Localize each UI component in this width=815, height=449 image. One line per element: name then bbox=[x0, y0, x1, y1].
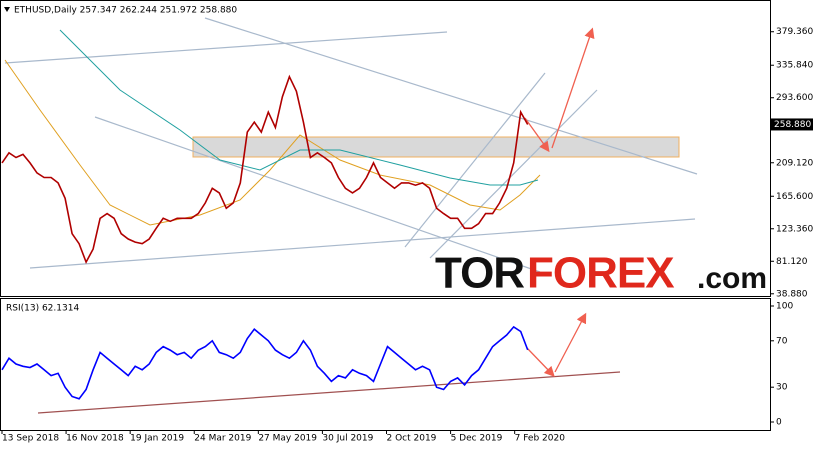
y-tick-label: 123.360 bbox=[776, 224, 813, 234]
x-tick-label: 5 Dec 2019 bbox=[451, 434, 503, 444]
rsi-title: RSI(13) 62.1314 bbox=[6, 304, 79, 314]
x-tick-label: 30 Jul 2019 bbox=[322, 434, 373, 444]
x-tick-label: 2 Oct 2019 bbox=[387, 434, 437, 444]
x-tick-label: 16 Nov 2018 bbox=[66, 434, 124, 444]
watermark: TOR FOREX .com bbox=[435, 249, 767, 298]
x-tick-label: 7 Feb 2020 bbox=[515, 434, 566, 444]
watermark-part: TOR bbox=[435, 249, 524, 298]
y-tick-label: 38.880 bbox=[776, 289, 808, 299]
last-price-box bbox=[771, 118, 813, 131]
trend-line bbox=[429, 89, 598, 259]
rsi-panel-frame bbox=[0, 298, 771, 431]
y-tick-label: 165.600 bbox=[776, 192, 813, 202]
y-tick-label: 70 bbox=[776, 336, 788, 346]
y-tick-label: 379.360 bbox=[776, 27, 813, 37]
rsi-trend-line bbox=[37, 371, 621, 414]
x-tick-label: 24 Mar 2019 bbox=[194, 434, 251, 444]
y-tick-label: 293.600 bbox=[776, 93, 813, 103]
y-tick-label: 30 bbox=[776, 383, 788, 393]
last-price-label: 258.880 bbox=[774, 120, 811, 130]
forecast-arrow bbox=[551, 27, 595, 149]
watermark-part: .com bbox=[697, 262, 767, 295]
x-tick-label: 19 Jan 2019 bbox=[130, 434, 184, 444]
forecast-arrow bbox=[524, 117, 550, 153]
y-tick-label: 209.120 bbox=[776, 158, 813, 168]
price-panel-frame bbox=[0, 0, 771, 297]
trend-line bbox=[404, 72, 546, 248]
series-line bbox=[1, 74, 529, 265]
moving-average bbox=[59, 29, 539, 186]
moving-average bbox=[4, 59, 541, 226]
header-icon bbox=[4, 7, 10, 12]
y-tick-label: 100 bbox=[776, 302, 793, 312]
forecast-arrow bbox=[554, 312, 587, 373]
trend-line bbox=[4, 31, 448, 64]
series-line bbox=[1, 325, 529, 400]
x-tick-label: 27 May 2019 bbox=[258, 434, 317, 444]
y-tick-label: 81.120 bbox=[776, 257, 808, 267]
x-tick-label: 13 Sep 2018 bbox=[2, 434, 59, 444]
y-tick-label: 0 bbox=[776, 418, 782, 428]
y-tick-label: 335.840 bbox=[776, 61, 813, 71]
forecast-arrow bbox=[526, 347, 555, 377]
resistance-zone bbox=[192, 136, 680, 158]
header: ETHUSD,Daily 257.347 262.244 251.972 258… bbox=[14, 6, 237, 16]
trend-line bbox=[204, 17, 698, 175]
trend-line bbox=[94, 116, 541, 273]
trend-line bbox=[29, 218, 696, 269]
watermark-part: FOREX bbox=[527, 249, 674, 298]
